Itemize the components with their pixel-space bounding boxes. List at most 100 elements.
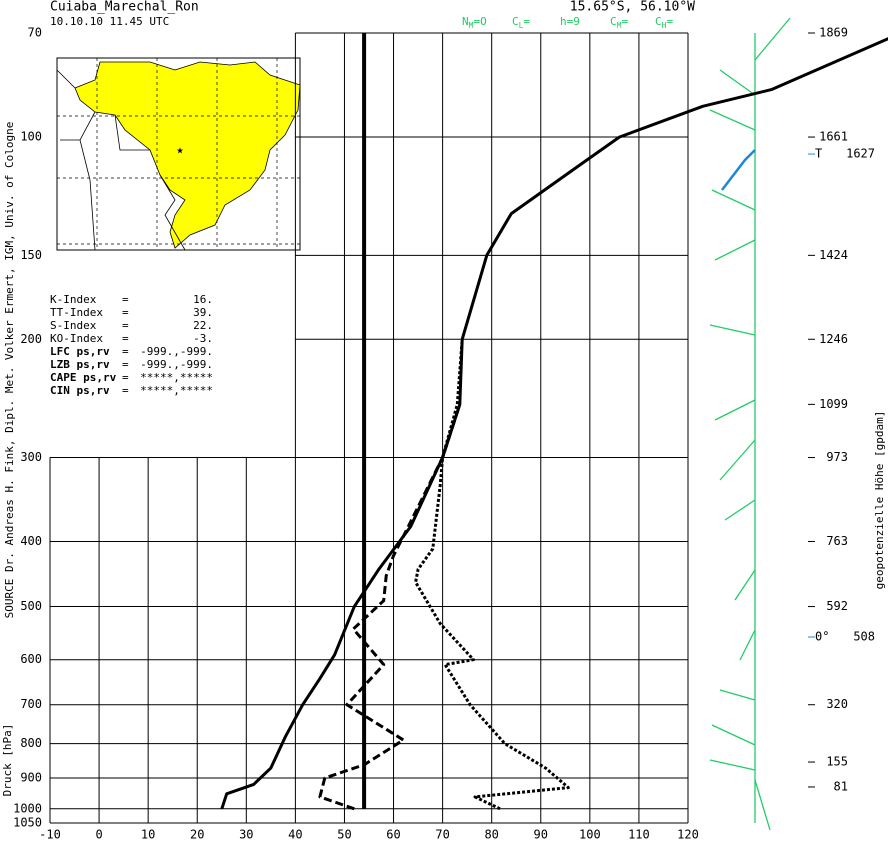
index-cell: =: [122, 293, 129, 306]
y-tick-label: 700: [20, 697, 42, 711]
index-cell: CIN ps,rv: [50, 384, 110, 397]
tropopause-marker: [721, 149, 756, 191]
x-tick-label: 30: [239, 828, 253, 842]
index-cell: 22.: [193, 319, 213, 332]
index-cell: KO-Index: [50, 332, 103, 345]
height-marker-label: T: [815, 147, 822, 161]
height-label: 1424: [819, 248, 848, 262]
x-tick-label: 10: [141, 828, 155, 842]
index-cell: TT-Index: [50, 306, 103, 319]
index-cell: 16.: [193, 293, 213, 306]
y-tick-label: 150: [20, 248, 42, 262]
cloud-code-symbol: C: [610, 15, 617, 28]
cloud-code-symbol: N: [462, 15, 469, 28]
x-tick-label: 40: [288, 828, 302, 842]
index-cell: =: [122, 384, 129, 397]
cloud-code-subscript: H: [662, 21, 667, 30]
index-cell: K-Index: [50, 293, 97, 306]
wind-barb: [709, 17, 791, 831]
x-tick-label: 20: [190, 828, 204, 842]
y-tick-label: 500: [20, 599, 42, 613]
y-tick-label: 900: [20, 771, 42, 785]
cloud-code: CL=: [512, 15, 530, 30]
x-tick-label: 120: [677, 828, 699, 842]
x-tick-label: 90: [534, 828, 548, 842]
inset-map: ★: [56, 57, 301, 251]
y-tick-label: 200: [20, 332, 42, 346]
x-tick-label: 60: [386, 828, 400, 842]
cloud-code: NM=O: [462, 15, 487, 30]
cloud-code-value: =: [666, 15, 673, 28]
index-cell: =: [122, 358, 129, 371]
index-cell: *****,*****: [140, 384, 213, 397]
cloud-code: h=9: [560, 15, 580, 28]
y-tick-label: 800: [20, 736, 42, 750]
station-title: Cuiaba_Marechal_Ron: [50, 0, 199, 15]
cloud-code-value: =: [523, 15, 530, 28]
sounding-line: [318, 403, 462, 811]
height-label: 1869: [819, 26, 848, 40]
y-tick-label: 300: [20, 450, 42, 464]
x-tick-label: 0: [95, 828, 102, 842]
cloud-code-symbol: h: [560, 15, 567, 28]
x-tick-label: 50: [337, 828, 351, 842]
cloud-code-value: =O: [473, 15, 486, 28]
index-cell: LFC ps,rv: [50, 345, 110, 358]
height-label: 1661: [819, 130, 848, 144]
index-cell: =: [122, 345, 129, 358]
cloud-code-symbol: C: [512, 15, 519, 28]
height-label: 320: [826, 697, 848, 711]
map-graticule: [57, 58, 300, 250]
cloud-code: CH=: [655, 15, 673, 30]
height-label: 1246: [819, 332, 848, 346]
x-tick-label: 70: [435, 828, 449, 842]
height-label: 155: [826, 755, 848, 769]
map-station-star: ★: [176, 143, 183, 157]
x-tick-label: -10: [39, 828, 61, 842]
sounding-line: [220, 37, 888, 810]
height-label: 1627: [846, 147, 875, 161]
height-label: 81: [834, 779, 848, 793]
cloud-code: CM=: [610, 15, 628, 30]
sounding-line: [414, 339, 570, 811]
index-cell: =: [122, 319, 129, 332]
cloud-code-value: =9: [567, 15, 580, 28]
y-tick-label: 400: [20, 534, 42, 548]
map-borders: [56, 69, 186, 251]
wind-barbs: [709, 17, 791, 831]
station-location: 15.65°S, 56.10°W: [570, 0, 695, 15]
index-cell: -999.,-999.: [140, 358, 213, 371]
index-cell: *****,*****: [140, 371, 213, 384]
map-brazil: [74, 61, 301, 249]
height-label: 1099: [819, 397, 848, 411]
height-label: 973: [826, 450, 848, 464]
index-cell: -999.,-999.: [140, 345, 213, 358]
index-cell: =: [122, 306, 129, 319]
index-cell: LZB ps,rv: [50, 358, 110, 371]
cloud-code-subscript: M: [469, 21, 474, 30]
height-label: 763: [826, 534, 848, 548]
y-axis-title: Druck [hPa]: [1, 724, 14, 797]
index-cell: CAPE ps,rv: [50, 371, 117, 384]
date-time: 10.10.10 11.45 UTC: [50, 15, 169, 28]
index-cell: =: [122, 371, 129, 384]
height-label: 508: [853, 630, 875, 644]
y-tick-label: 70: [28, 26, 42, 40]
cloud-code-symbol: C: [655, 15, 662, 28]
cloud-code-subscript: L: [519, 21, 524, 30]
y-tick-label: 1050: [13, 816, 42, 830]
index-cell: 39.: [193, 306, 213, 319]
source-credit: SOURCE Dr. Andreas H. Fink, Dipl. Met. V…: [3, 122, 16, 619]
height-marker-label: 0°: [815, 630, 829, 644]
height-label: 592: [826, 599, 848, 613]
y-tick-label: 100: [20, 130, 42, 144]
y-tick-label: 1000: [13, 801, 42, 815]
x-tick-label: 100: [579, 828, 601, 842]
cloud-code-subscript: M: [617, 21, 622, 30]
x-tick-label: 80: [484, 828, 498, 842]
y-tick-label: 600: [20, 652, 42, 666]
index-cell: =: [122, 332, 129, 345]
index-cell: S-Index: [50, 319, 97, 332]
index-cell: -3.: [193, 332, 213, 345]
